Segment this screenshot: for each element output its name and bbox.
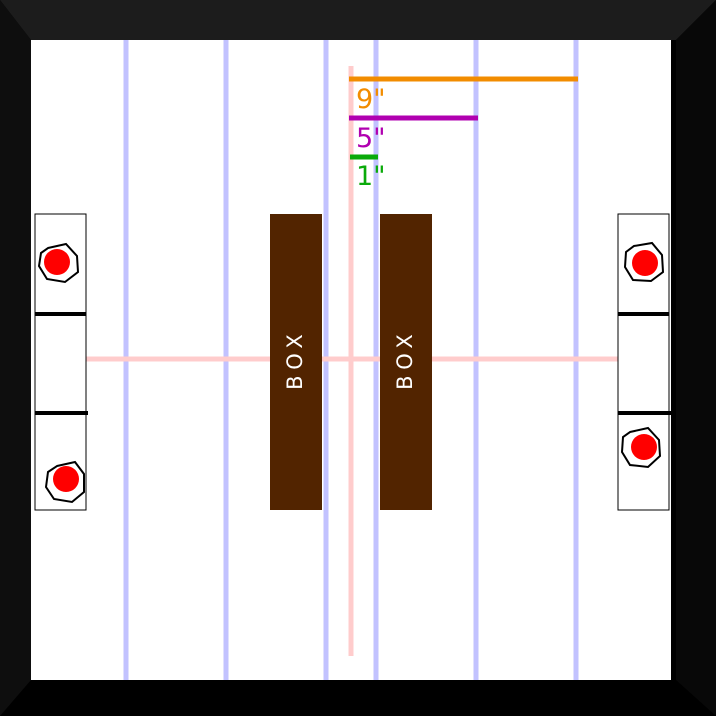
right-rail xyxy=(617,213,671,511)
red-dot xyxy=(631,434,657,460)
box-left: BOX xyxy=(270,214,322,510)
scale-label-9in: 9" xyxy=(356,84,386,115)
scale-legend: 9" 5" 1" xyxy=(349,76,578,192)
red-dot xyxy=(632,250,658,276)
frame-top-bevel xyxy=(0,0,716,40)
frame-left-bevel xyxy=(0,0,31,716)
box-label: BOX xyxy=(393,328,417,390)
box-body xyxy=(270,214,322,510)
scale-label-1in: 1" xyxy=(356,161,386,192)
box-body xyxy=(380,214,432,510)
red-dot xyxy=(44,249,70,275)
left-rail xyxy=(34,213,88,511)
box-label: BOX xyxy=(283,328,307,390)
scale-label-5in: 5" xyxy=(356,123,386,154)
frame-right-bevel xyxy=(676,0,716,716)
red-dot xyxy=(53,466,79,492)
box-right: BOX xyxy=(380,214,432,510)
